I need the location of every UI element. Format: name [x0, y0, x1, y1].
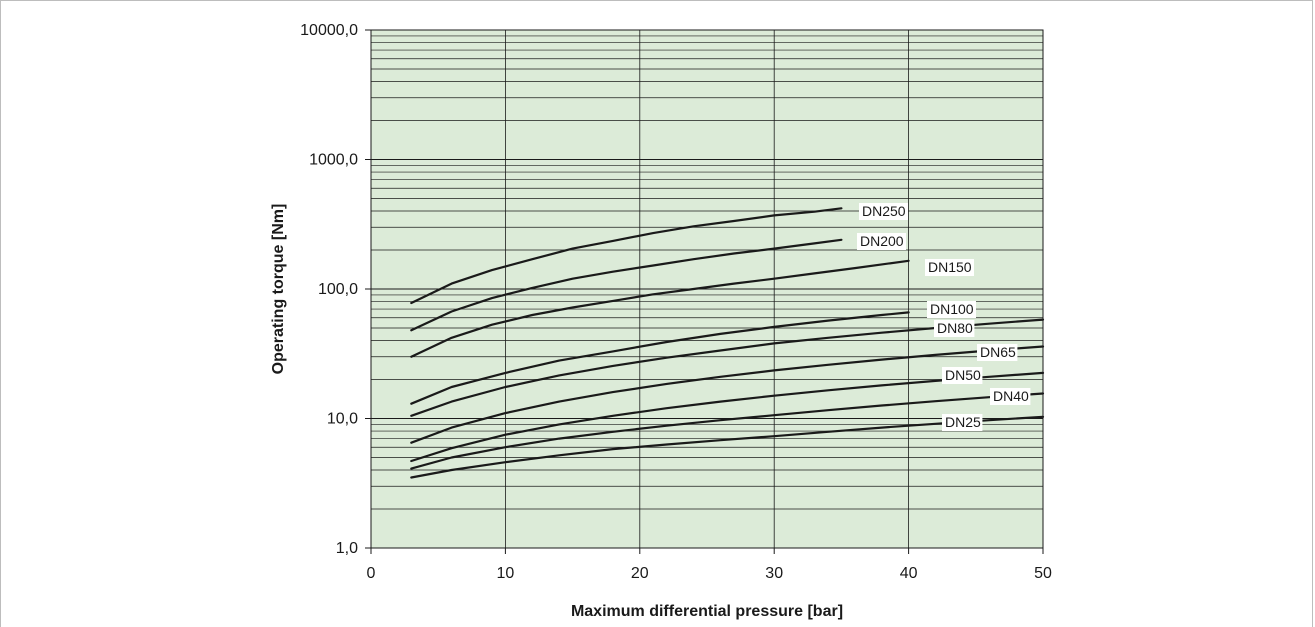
x-tick-label: 0	[367, 565, 376, 582]
series-line-dn65	[410, 345, 1045, 444]
x-tick-label: 10	[497, 565, 515, 582]
series-label-bg	[942, 414, 983, 431]
series-line-dn200	[410, 238, 843, 332]
series-label-bg	[925, 259, 974, 276]
x-tick-label: 40	[900, 565, 918, 582]
series-line-dn40	[410, 392, 1045, 470]
y-tick-label: 10000,0	[300, 22, 358, 39]
series-label-dn250: DN250	[862, 203, 906, 219]
series-label-dn50: DN50	[945, 367, 981, 383]
series-label-dn200: DN200	[860, 233, 904, 249]
series-label-bg	[990, 388, 1031, 405]
series-line-dn50	[410, 371, 1045, 463]
y-tick-label: 1,0	[336, 540, 358, 557]
series-label-bg	[859, 203, 908, 220]
series-line-dn25	[410, 415, 1045, 479]
series-labels: DN250 DN200 DN150 DN100 DN80 DN65 DN50 DN40 DN25	[857, 203, 1031, 431]
series-label-dn100: DN100	[930, 301, 974, 317]
series-label-bg	[977, 344, 1018, 361]
series-line-dn250	[410, 207, 843, 305]
x-tick-label: 20	[631, 565, 649, 582]
series-line-dn150	[410, 259, 910, 358]
series-label-bg	[927, 301, 976, 318]
series-label-bg	[857, 233, 906, 250]
x-axis-title: Maximum differential pressure [bar]	[571, 603, 843, 620]
series-label-dn65: DN65	[980, 344, 1016, 360]
series-label-dn150: DN150	[928, 259, 972, 275]
series-label-dn25: DN25	[945, 414, 981, 430]
y-tick-label: 100,0	[318, 281, 358, 298]
axes: 0 10 20 30 40 50 1,0 10,0 100,0 1000,0 10000,0	[300, 22, 1052, 582]
series-label-dn40: DN40	[993, 388, 1029, 404]
series-label-bg	[934, 320, 975, 337]
series-line-dn100	[410, 311, 910, 405]
x-tick-label: 30	[765, 565, 783, 582]
series-label-dn80: DN80	[937, 320, 973, 336]
y-tick-label: 10,0	[327, 411, 358, 428]
y-tick-label: 1000,0	[309, 152, 358, 169]
y-axis-title: Operating torque [Nm]	[270, 204, 287, 375]
series-label-bg	[942, 367, 983, 384]
x-tick-label: 50	[1034, 565, 1052, 582]
